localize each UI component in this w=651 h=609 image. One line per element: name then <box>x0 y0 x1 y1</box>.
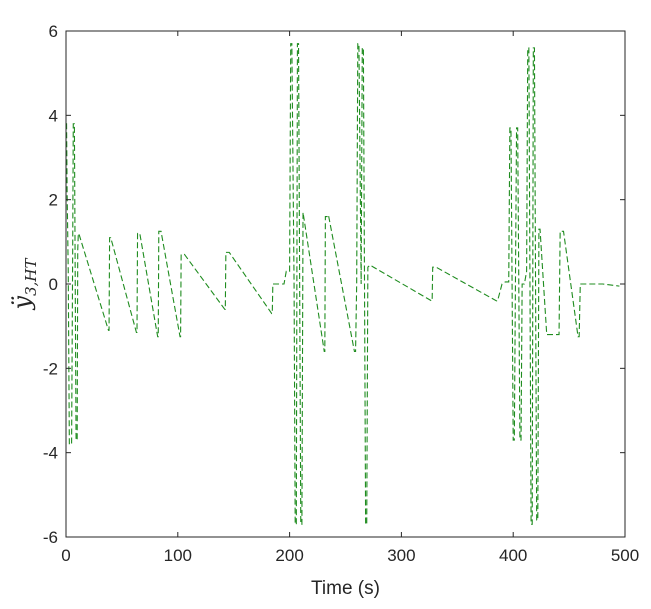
svg-text:ÿ3,HT: ÿ3,HT <box>8 258 40 311</box>
x-axis-label: Time (s) <box>311 578 380 599</box>
y-tick-label: 0 <box>49 275 58 294</box>
x-tick-label: 300 <box>387 546 415 565</box>
series-line <box>66 43 620 525</box>
y-axis-label: ÿ3,HT <box>8 258 40 311</box>
x-tick-label: 100 <box>164 546 192 565</box>
x-tick-label: 500 <box>611 546 639 565</box>
y-tick-label: -4 <box>43 444 58 463</box>
y-tick-label: 4 <box>49 106 58 125</box>
ticks-layer: 0 100 200 300 400 500 -6 -4 -2 0 2 4 6 <box>43 22 639 565</box>
y-tick-label: -6 <box>43 528 58 547</box>
y-tick-label: -2 <box>43 359 58 378</box>
x-tick-label: 0 <box>61 546 70 565</box>
x-tick-label: 200 <box>275 546 303 565</box>
y-tick-label: 2 <box>49 191 58 210</box>
y-tick-label: 6 <box>49 22 58 41</box>
series-layer <box>66 43 620 525</box>
y-axis-label-main: ÿ <box>8 295 36 310</box>
x-tick-label: 400 <box>499 546 527 565</box>
y-axis-label-subscript: 3,HT <box>22 258 40 296</box>
plot-area <box>66 43 620 525</box>
